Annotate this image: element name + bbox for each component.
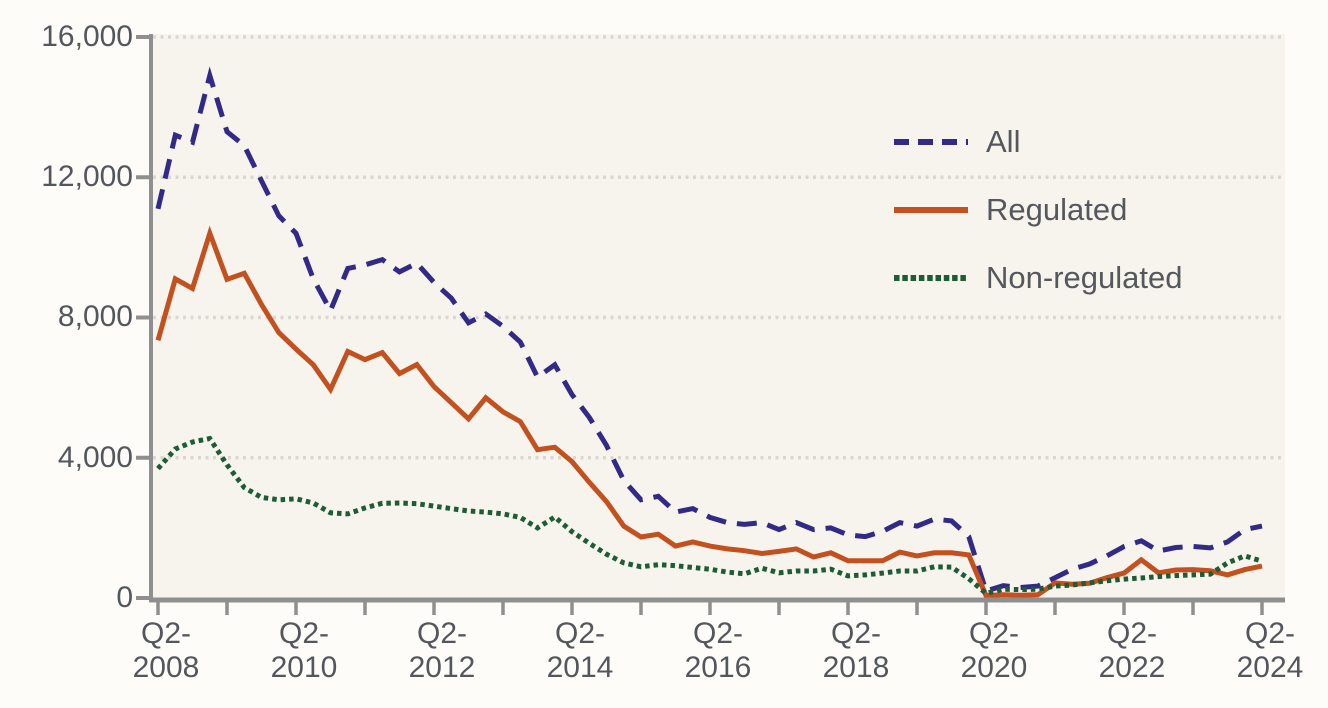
solid-line-sample-icon	[894, 207, 968, 213]
x-tick-year: 2024	[1236, 651, 1304, 684]
x-tick-quarter: Q2-	[278, 617, 329, 650]
x-tick-label: Q2- 2008	[96, 617, 236, 685]
x-tick-label: Q2- 2020	[924, 617, 1064, 685]
y-tick-label: 16,000	[41, 20, 133, 53]
x-tick-year: 2020	[960, 651, 1028, 684]
legend-label: Non-regulated	[986, 260, 1183, 295]
x-tick-quarter: Q2-	[1106, 617, 1157, 650]
x-tick-year: 2022	[1098, 651, 1166, 684]
x-tick-quarter: Q2-	[968, 617, 1019, 650]
x-tick-label: Q2- 2016	[648, 617, 788, 685]
x-tick-year: 2016	[684, 651, 752, 684]
x-tick-year: 2018	[822, 651, 890, 684]
x-tick-label: Q2- 2014	[510, 617, 650, 685]
x-tick-quarter: Q2-	[140, 617, 191, 650]
x-tick-year: 2008	[132, 651, 200, 684]
x-tick-quarter: Q2-	[554, 617, 605, 650]
x-tick-label: Q2- 2024	[1200, 617, 1328, 685]
legend: All Regulated Non-regulated	[892, 122, 1182, 326]
dashed-line-sample-icon	[894, 139, 968, 145]
x-tick-year: 2012	[408, 651, 476, 684]
y-tick-label: 0	[116, 581, 133, 614]
x-tick-year: 2014	[546, 651, 614, 684]
x-tick-label: Q2- 2010	[234, 617, 374, 685]
x-tick-quarter: Q2-	[416, 617, 467, 650]
dotted-line-sample-icon	[894, 275, 968, 281]
legend-label: Regulated	[986, 192, 1128, 227]
legend-item-non-regulated: Non-regulated	[892, 258, 1182, 298]
legend-item-regulated: Regulated	[892, 190, 1182, 230]
series-line-regulated	[155, 225, 1263, 599]
x-tick-label: Q2- 2018	[786, 617, 926, 685]
y-tick-label: 12,000	[41, 160, 133, 193]
series-line-all	[155, 66, 1263, 595]
x-tick-label: Q2- 2022	[1062, 617, 1202, 685]
x-tick-quarter: Q2-	[830, 617, 881, 650]
x-tick-label: Q2- 2012	[372, 617, 512, 685]
y-tick-label: 8,000	[57, 300, 133, 333]
legend-label: All	[986, 124, 1021, 159]
x-tick-quarter: Q2-	[1244, 617, 1295, 650]
x-tick-quarter: Q2-	[692, 617, 743, 650]
x-tick-year: 2010	[270, 651, 338, 684]
y-tick-label: 4,000	[57, 441, 133, 474]
legend-item-all: All	[892, 122, 1182, 162]
